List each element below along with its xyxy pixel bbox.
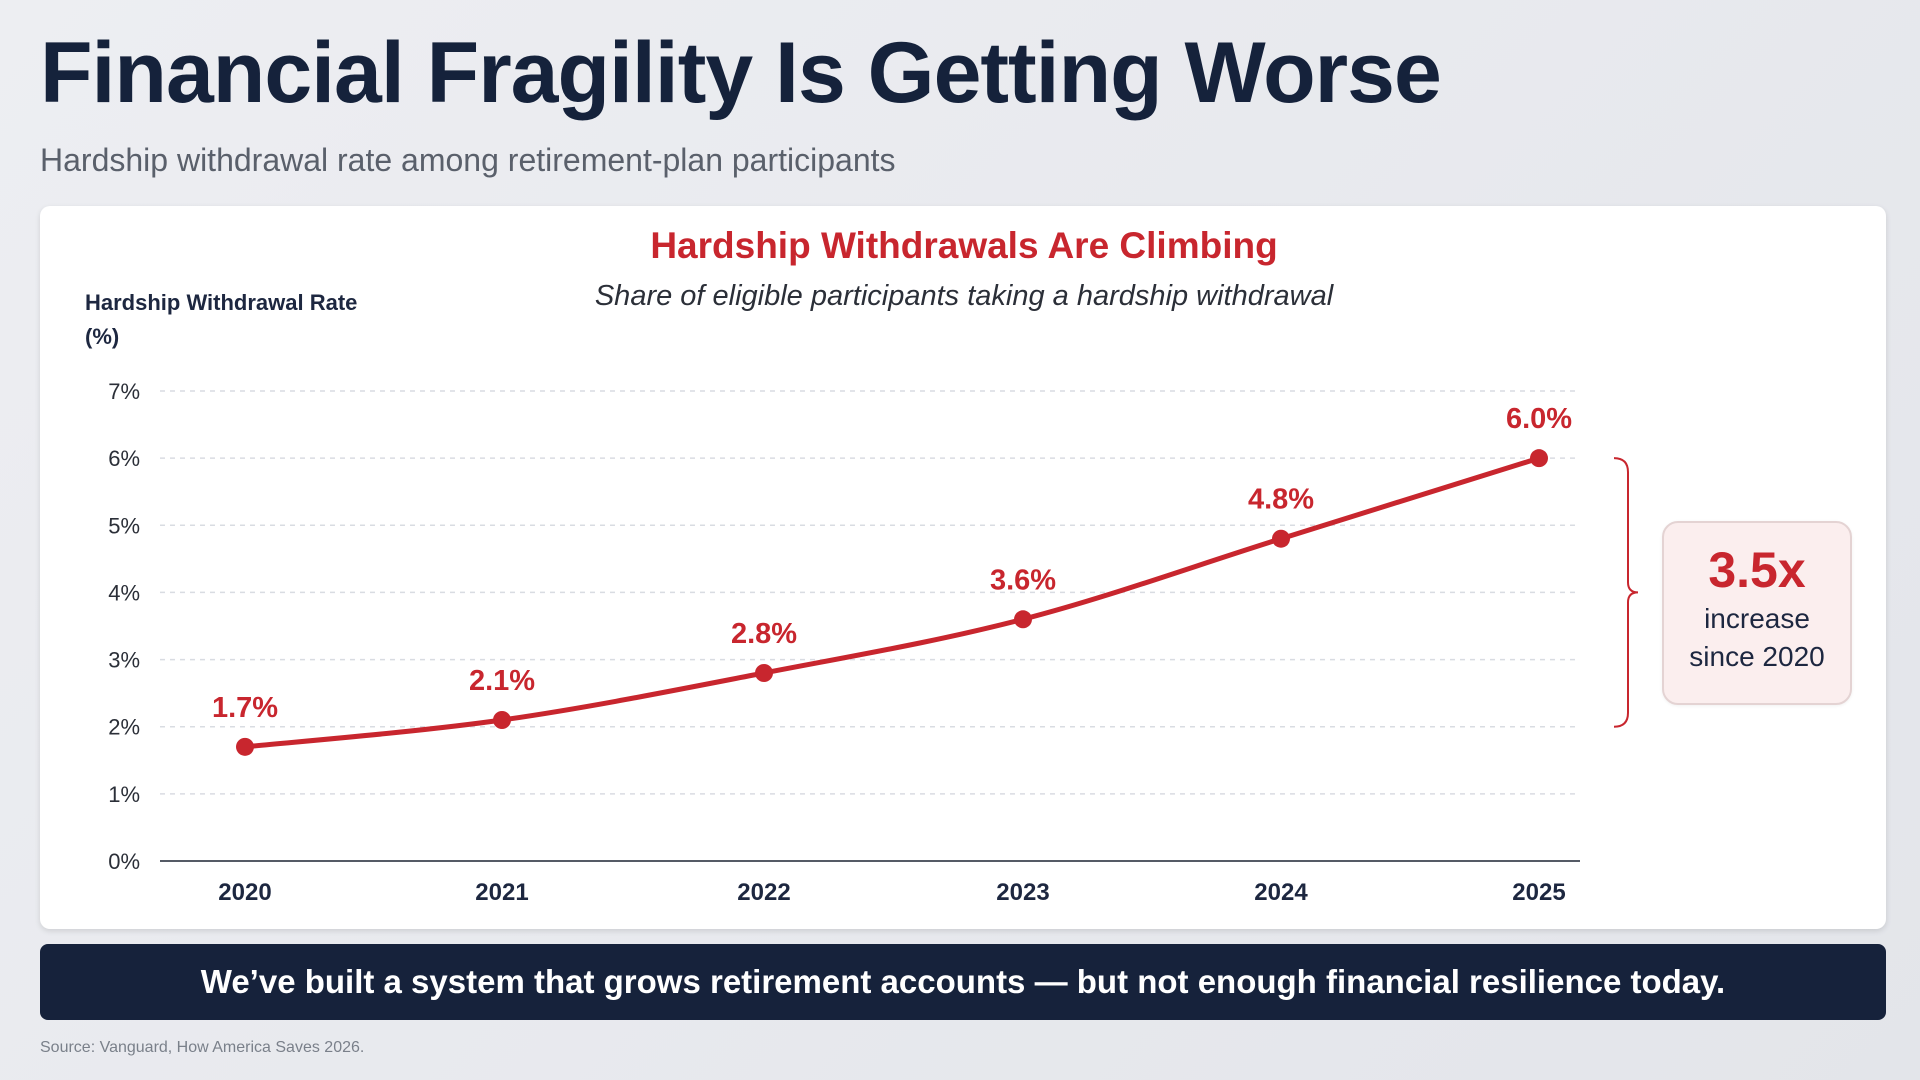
data-label: 2.8% (731, 618, 797, 650)
bracket-line (1613, 457, 1639, 728)
y-axis-label-line2: (%) (85, 324, 119, 349)
data-point (1014, 610, 1032, 629)
series-line (242, 455, 1542, 750)
data-label: 3.6% (990, 564, 1056, 596)
x-tick-label: 2024 (1254, 879, 1308, 906)
x-tick-label: 2021 (475, 879, 528, 906)
chart-subtitle: Share of eligible participants taking a … (595, 280, 1335, 312)
x-tick-label: 2023 (996, 879, 1049, 906)
data-label: 1.7% (212, 692, 278, 724)
x-tick-label: 2020 (218, 879, 271, 906)
data-label: 2.1% (469, 665, 535, 697)
x-tick-label: 2022 (737, 879, 790, 906)
y-tick-label: 4% (108, 580, 140, 605)
x-tick-label: 2025 (1512, 879, 1565, 906)
source-note: Source: Vanguard, How America Saves 2026… (40, 1039, 365, 1056)
data-point (236, 737, 254, 756)
data-point (493, 711, 511, 729)
line-chart: Hardship Withdrawals Are Climbing Share … (85, 225, 1639, 906)
takeaway-banner: We’ve built a system that grows retireme… (40, 944, 1886, 1020)
gridlines (160, 390, 1580, 795)
data-label: 4.8% (1248, 484, 1314, 516)
callout-line-2: since 2020 (1689, 640, 1825, 672)
page-title: Financial Fragility Is Getting Worse (40, 25, 1442, 121)
callout-text: increase since 2020 (1664, 600, 1850, 676)
banner-text: We’ve built a system that grows retireme… (200, 963, 1726, 1000)
increase-callout: 3.5x increase since 2020 (1662, 521, 1852, 705)
y-tick-label: 7% (108, 379, 140, 404)
data-point (755, 664, 773, 682)
y-tick-label: 6% (108, 446, 140, 471)
y-axis-label-line1: Hardship Withdrawal Rate (85, 290, 357, 315)
chart-card: Hardship Withdrawals Are Climbing Share … (40, 206, 1886, 929)
y-tick-label: 1% (108, 782, 140, 807)
y-tick-label: 5% (108, 513, 140, 538)
callout-value: 3.5x (1708, 542, 1806, 598)
callout-line-1: increase (1704, 603, 1810, 634)
y-tick-label: 3% (108, 648, 140, 673)
data-point (1272, 529, 1290, 548)
data-label: 6.0% (1506, 403, 1572, 435)
chart-title: Hardship Withdrawals Are Climbing (650, 225, 1277, 266)
page-subtitle: Hardship withdrawal rate among retiremen… (40, 142, 896, 178)
y-tick-label: 2% (108, 715, 140, 740)
series: 1.7% 2.1% 2.8% 3.6% 4.8% 6.0% (212, 403, 1572, 756)
y-tick-label: 0% (108, 849, 140, 874)
axes: 0% 1% 2% 3% 4% 5% 6% 7% 2020 2021 2022 2023 2024 2025 (108, 379, 1580, 906)
data-point (1530, 449, 1548, 468)
bracket (1613, 457, 1639, 728)
